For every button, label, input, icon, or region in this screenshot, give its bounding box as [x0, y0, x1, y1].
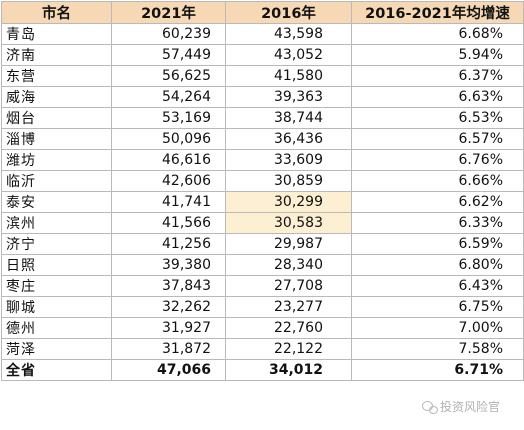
- growth-cell: 6.66%: [351, 170, 524, 192]
- city-cell: 泰安: [1, 191, 112, 213]
- value-2016-cell: 30,299: [225, 191, 352, 213]
- watermark: 投资风险官: [422, 398, 500, 415]
- value-2016-cell: 30,859: [225, 170, 352, 192]
- value-2016-cell: 33,609: [225, 149, 352, 171]
- value-2021-cell: 60,239: [111, 23, 226, 45]
- header-city: 市名: [1, 1, 112, 24]
- value-2016-cell: 28,340: [225, 254, 352, 276]
- total-city-cell: 全省: [1, 359, 112, 381]
- total-row: 全省 47,066 34,012 6.71%: [1, 359, 524, 381]
- table-row: 济南 57,449 43,052 5.94%: [1, 44, 524, 66]
- value-2021-cell: 41,256: [111, 233, 226, 255]
- table-row: 泰安 41,741 30,299 6.62%: [1, 191, 524, 213]
- growth-cell: 6.43%: [351, 275, 524, 297]
- header-row: 市名 2021年 2016年 2016-2021年均增速: [1, 1, 524, 24]
- city-cell: 淄博: [1, 128, 112, 150]
- table-row: 枣庄 37,843 27,708 6.43%: [1, 275, 524, 297]
- city-cell: 枣庄: [1, 275, 112, 297]
- growth-cell: 6.33%: [351, 212, 524, 234]
- city-cell: 聊城: [1, 296, 112, 318]
- value-2016-cell: 36,436: [225, 128, 352, 150]
- table-row: 聊城 32,262 23,277 6.75%: [1, 296, 524, 318]
- header-2021: 2021年: [111, 1, 226, 24]
- income-table: 市名 2021年 2016年 2016-2021年均增速 青岛 60,239 43,…: [1, 1, 524, 381]
- table-row: 烟台 53,169 38,744 6.53%: [1, 107, 524, 129]
- growth-cell: 6.75%: [351, 296, 524, 318]
- growth-cell: 6.59%: [351, 233, 524, 255]
- total-growth-cell: 6.71%: [351, 359, 524, 381]
- value-2016-cell: 41,580: [225, 65, 352, 87]
- growth-cell: 6.53%: [351, 107, 524, 129]
- value-2016-cell: 23,277: [225, 296, 352, 318]
- table-row: 威海 54,264 39,363 6.63%: [1, 86, 524, 108]
- value-2021-cell: 56,625: [111, 65, 226, 87]
- value-2021-cell: 31,872: [111, 338, 226, 360]
- value-2021-cell: 32,262: [111, 296, 226, 318]
- value-2016-cell: 43,052: [225, 44, 352, 66]
- value-2016-cell: 43,598: [225, 23, 352, 45]
- value-2021-cell: 54,264: [111, 86, 226, 108]
- growth-cell: 7.58%: [351, 338, 524, 360]
- value-2021-cell: 50,096: [111, 128, 226, 150]
- city-cell: 潍坊: [1, 149, 112, 171]
- table-row: 滨州 41,566 30,583 6.33%: [1, 212, 524, 234]
- table-row: 东营 56,625 41,580 6.37%: [1, 65, 524, 87]
- growth-cell: 6.68%: [351, 23, 524, 45]
- city-cell: 烟台: [1, 107, 112, 129]
- value-2021-cell: 57,449: [111, 44, 226, 66]
- growth-cell: 6.57%: [351, 128, 524, 150]
- value-2021-cell: 41,566: [111, 212, 226, 234]
- total-2016-cell: 34,012: [225, 359, 352, 381]
- table-row: 菏泽 31,872 22,122 7.58%: [1, 338, 524, 360]
- watermark-text: 投资风险官: [440, 400, 501, 414]
- table-row: 日照 39,380 28,340 6.80%: [1, 254, 524, 276]
- table-row: 潍坊 46,616 33,609 6.76%: [1, 149, 524, 171]
- table-row: 淄博 50,096 36,436 6.57%: [1, 128, 524, 150]
- table-row: 德州 31,927 22,760 7.00%: [1, 317, 524, 339]
- value-2016-cell: 27,708: [225, 275, 352, 297]
- growth-cell: 5.94%: [351, 44, 524, 66]
- city-cell: 滨州: [1, 212, 112, 234]
- city-cell: 东营: [1, 65, 112, 87]
- value-2016-cell: 22,760: [225, 317, 352, 339]
- growth-cell: 6.37%: [351, 65, 524, 87]
- value-2016-cell: 30,583: [225, 212, 352, 234]
- growth-cell: 6.80%: [351, 254, 524, 276]
- growth-cell: 6.76%: [351, 149, 524, 171]
- table-row: 济宁 41,256 29,987 6.59%: [1, 233, 524, 255]
- value-2021-cell: 37,843: [111, 275, 226, 297]
- value-2016-cell: 22,122: [225, 338, 352, 360]
- header-growth: 2016-2021年均增速: [351, 1, 524, 24]
- city-cell: 临沂: [1, 170, 112, 192]
- value-2016-cell: 39,363: [225, 86, 352, 108]
- city-cell: 德州: [1, 317, 112, 339]
- value-2021-cell: 31,927: [111, 317, 226, 339]
- city-cell: 威海: [1, 86, 112, 108]
- value-2021-cell: 39,380: [111, 254, 226, 276]
- value-2021-cell: 46,616: [111, 149, 226, 171]
- header-2016: 2016年: [225, 1, 352, 24]
- city-cell: 青岛: [1, 23, 112, 45]
- growth-cell: 6.63%: [351, 86, 524, 108]
- total-2021-cell: 47,066: [111, 359, 226, 381]
- growth-cell: 7.00%: [351, 317, 524, 339]
- table-row: 青岛 60,239 43,598 6.68%: [1, 23, 524, 45]
- city-cell: 济宁: [1, 233, 112, 255]
- value-2021-cell: 53,169: [111, 107, 226, 129]
- growth-cell: 6.62%: [351, 191, 524, 213]
- value-2016-cell: 38,744: [225, 107, 352, 129]
- city-cell: 济南: [1, 44, 112, 66]
- table-row: 临沂 42,606 30,859 6.66%: [1, 170, 524, 192]
- city-cell: 菏泽: [1, 338, 112, 360]
- wechat-icon: [422, 400, 438, 414]
- city-cell: 日照: [1, 254, 112, 276]
- value-2021-cell: 41,741: [111, 191, 226, 213]
- value-2021-cell: 42,606: [111, 170, 226, 192]
- value-2016-cell: 29,987: [225, 233, 352, 255]
